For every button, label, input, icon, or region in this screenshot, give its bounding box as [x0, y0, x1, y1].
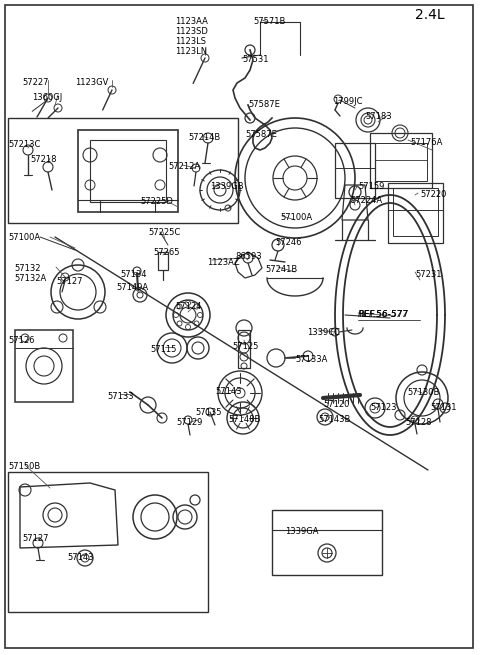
Text: 1123GV: 1123GV [75, 78, 108, 87]
Text: 57176A: 57176A [410, 138, 443, 147]
Text: 57127: 57127 [22, 534, 48, 543]
Text: 57213C: 57213C [8, 140, 40, 149]
Text: 57183: 57183 [365, 112, 392, 121]
Text: 57214B: 57214B [188, 133, 220, 142]
Text: 57131: 57131 [430, 403, 456, 412]
Text: 57224A: 57224A [350, 196, 382, 205]
Text: 57125: 57125 [232, 342, 258, 351]
Text: 57149A: 57149A [116, 283, 148, 292]
Text: 57220: 57220 [420, 190, 446, 199]
Text: 86593: 86593 [235, 252, 262, 261]
Text: 57135: 57135 [195, 408, 221, 417]
Text: 1360GJ: 1360GJ [32, 93, 62, 102]
Text: 1123LN: 1123LN [175, 47, 207, 56]
Text: 57127: 57127 [56, 277, 83, 286]
Text: 57115: 57115 [150, 345, 176, 354]
Bar [78, 130, 178, 212]
Bar [375, 143, 427, 181]
Text: 57225C: 57225C [148, 228, 180, 237]
Text: 57587E: 57587E [245, 130, 277, 139]
Bar [335, 143, 375, 198]
Text: 57128: 57128 [405, 418, 432, 427]
Text: 57100A: 57100A [280, 213, 312, 222]
Text: 57148B: 57148B [228, 415, 260, 424]
Text: 1123SD: 1123SD [175, 27, 208, 36]
Text: 1339CC: 1339CC [307, 328, 340, 337]
Bar [238, 330, 250, 368]
Text: REF.56-577: REF.56-577 [358, 310, 408, 319]
Bar [158, 252, 168, 270]
Text: REF.56-577: REF.56-577 [358, 310, 409, 319]
Text: 57218: 57218 [30, 155, 57, 164]
Text: 57246: 57246 [275, 238, 301, 247]
Text: 57159: 57159 [358, 182, 384, 191]
Bar [388, 183, 443, 243]
Text: 57120: 57120 [323, 400, 349, 409]
Text: 57132A: 57132A [14, 274, 46, 283]
Text: 57143B: 57143B [318, 415, 350, 424]
Text: 57571B: 57571B [253, 17, 286, 26]
Text: 2.4L: 2.4L [415, 8, 444, 22]
Text: 57143: 57143 [215, 387, 241, 396]
Text: 57587E: 57587E [248, 100, 280, 109]
Text: 1123LS: 1123LS [175, 37, 206, 46]
Bar [272, 510, 382, 575]
Text: 57133: 57133 [107, 392, 133, 401]
Bar [8, 118, 238, 223]
Text: 57130B: 57130B [407, 388, 439, 397]
Bar [15, 330, 73, 402]
Text: 57100A: 57100A [8, 233, 40, 242]
Text: 57123: 57123 [370, 403, 396, 412]
Text: 1799JC: 1799JC [333, 97, 362, 106]
Text: 1123AZ: 1123AZ [207, 258, 240, 267]
Text: 1123AA: 1123AA [175, 17, 208, 26]
Text: 57133A: 57133A [295, 355, 327, 364]
Text: 1339GA: 1339GA [285, 527, 319, 536]
Text: 57143: 57143 [67, 553, 94, 562]
Text: 57231: 57231 [415, 270, 442, 279]
Text: 57241B: 57241B [265, 265, 297, 274]
Text: 57126: 57126 [8, 336, 35, 345]
Text: 57212A: 57212A [168, 162, 200, 171]
Bar [393, 188, 438, 236]
Text: 57225D: 57225D [140, 197, 173, 206]
Text: 57132: 57132 [14, 264, 40, 273]
Text: 57124: 57124 [175, 302, 202, 311]
Bar [8, 472, 208, 612]
Text: 57134: 57134 [120, 270, 146, 279]
Bar [90, 140, 166, 202]
Text: 57265: 57265 [153, 248, 180, 257]
Text: 1339GB: 1339GB [210, 182, 244, 191]
Text: 57150B: 57150B [8, 462, 40, 471]
Text: 57227: 57227 [22, 78, 48, 87]
Text: 57129: 57129 [176, 418, 203, 427]
Bar [370, 133, 432, 188]
Text: 57531: 57531 [242, 55, 268, 64]
